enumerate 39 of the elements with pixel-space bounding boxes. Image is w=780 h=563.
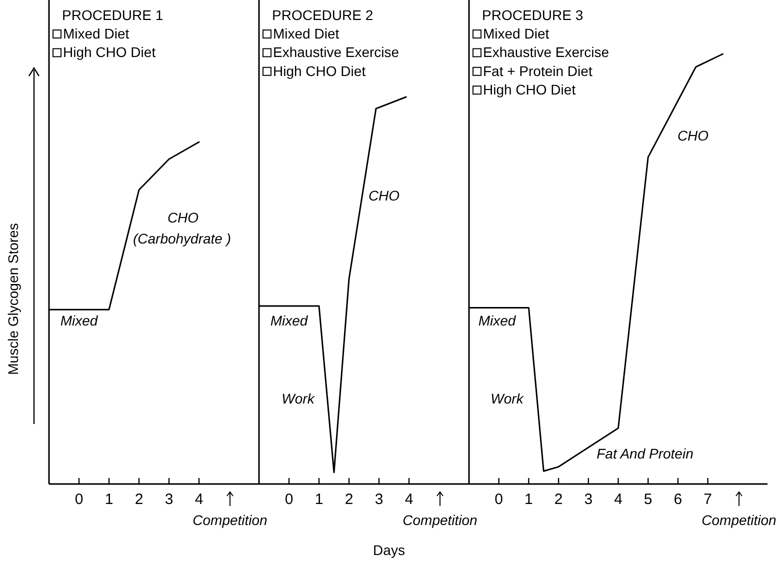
x-tick-label: 3 bbox=[164, 491, 174, 508]
x-tick-label: 0 bbox=[74, 491, 84, 508]
x-tick-label: 4 bbox=[614, 491, 622, 508]
annotation: Mixed bbox=[60, 312, 99, 329]
chart-title: PROCEDURE 2 bbox=[272, 7, 374, 23]
x-tick-label: 1 bbox=[524, 491, 533, 508]
x-tick-label: 2 bbox=[554, 491, 563, 508]
text: Competition bbox=[702, 512, 777, 528]
x-tick-label: 3 bbox=[374, 491, 384, 508]
x-tick-label: 3 bbox=[584, 491, 593, 508]
x-tick-label: 1 bbox=[104, 491, 114, 508]
annotation: Work bbox=[282, 390, 316, 407]
text: Competition bbox=[192, 512, 268, 528]
chart-title: PROCEDURE 3 bbox=[482, 7, 584, 23]
x-tick-label: 4 bbox=[404, 491, 414, 508]
annotation: CHO bbox=[167, 210, 199, 226]
y-axis-title: Muscle Glycogen Stores bbox=[5, 223, 21, 375]
x-tick-label: 0 bbox=[284, 491, 294, 508]
annotation: CHO bbox=[677, 128, 709, 144]
x-axis-title: Days bbox=[373, 542, 405, 558]
annotation: Mixed bbox=[478, 312, 517, 329]
annotation: CHO bbox=[368, 188, 400, 204]
x-tick-label: 1 bbox=[314, 491, 324, 508]
text: Competition bbox=[402, 512, 478, 528]
x-tick-label: 7 bbox=[704, 491, 712, 508]
chart-subtitle: Mixed Diet Exhaustive Exercise Fat + Protein Diet High CHO Diet bbox=[483, 26, 610, 98]
annotation: Fat And Protein bbox=[596, 446, 694, 462]
x-tick-label: 0 bbox=[494, 491, 504, 508]
annotation: (Carbohydrate ) bbox=[132, 230, 232, 247]
annotation: Work bbox=[490, 390, 524, 407]
x-tick-label: 6 bbox=[674, 491, 682, 508]
annotation: Mixed bbox=[270, 312, 309, 329]
x-tick-label: 2 bbox=[344, 491, 354, 508]
chart-title: PROCEDURE 1 bbox=[62, 7, 164, 23]
chart-subtitle: Mixed Diet High CHO Diet bbox=[63, 26, 156, 60]
x-tick-label: 2 bbox=[134, 491, 144, 508]
x-tick-label: 4 bbox=[194, 491, 204, 508]
chart-subtitle: Mixed Diet Exhaustive Exercise High CHO Diet bbox=[273, 26, 400, 79]
x-tick-label: 5 bbox=[644, 491, 652, 508]
